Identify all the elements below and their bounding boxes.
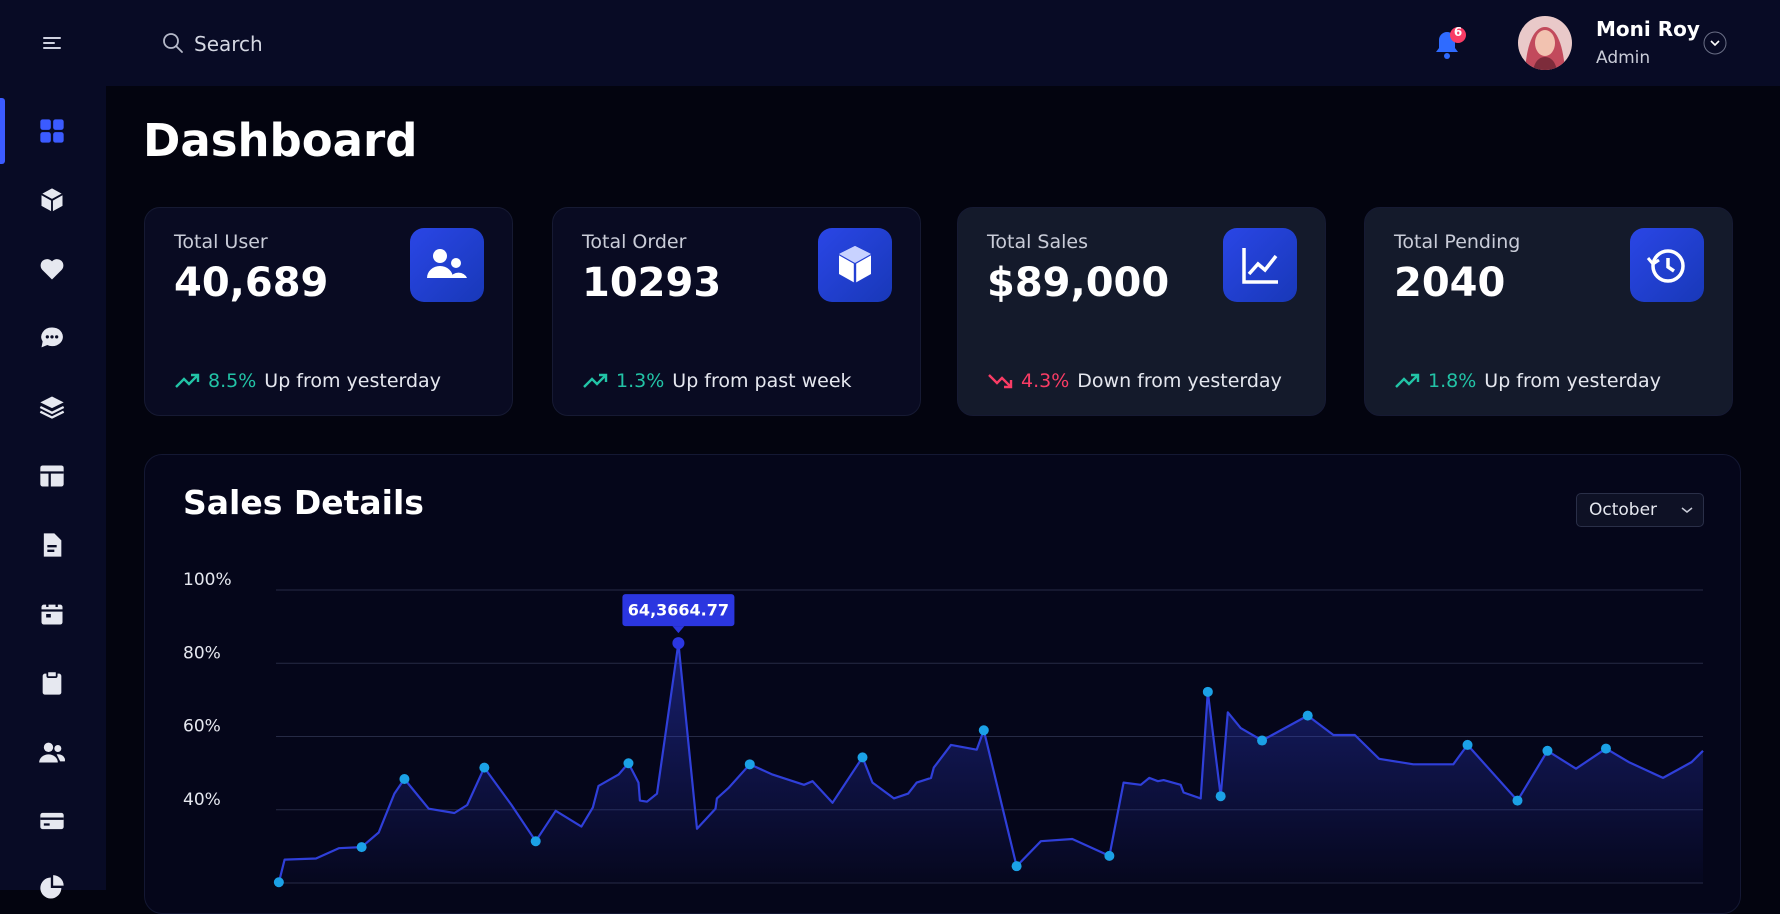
user-role: Admin [1596,48,1651,68]
card-value: $89,000 [987,260,1170,306]
search-input[interactable]: Search [194,32,263,56]
stat-card: Total Pending 2040 1.8% Up from yesterday [1364,207,1733,416]
month-select[interactable]: October [1576,493,1704,527]
top-bar: Search 6 Moni Roy Admin [106,0,1780,86]
card-icon [1630,228,1704,302]
notification-badge: 6 [1453,25,1463,39]
card-note: Up from past week [672,370,852,392]
search-icon [163,33,183,53]
card-note: Up from yesterday [1484,370,1661,392]
card-change: 1.8% [1428,370,1477,392]
trend-icon [175,373,200,388]
card-value: 10293 [582,260,722,306]
card-title: Total Pending [1394,231,1521,253]
card-note: Up from yesterday [264,370,441,392]
card-footer: 1.3% Up from past week [582,369,852,393]
card-title: Total User [174,231,268,253]
trend-icon [583,373,608,388]
card-footer: 1.8% Up from yesterday [1394,369,1661,393]
card-change: 1.3% [616,370,665,392]
nav-pricing[interactable] [38,462,66,490]
menu-toggle[interactable] [42,34,64,52]
card-change: 4.3% [1021,370,1070,392]
month-select-label: October [1589,500,1658,520]
nav-favorites[interactable] [38,255,66,283]
card-value: 2040 [1394,260,1506,306]
nav-inbox[interactable] [38,324,66,352]
notification-bell[interactable] [1432,26,1466,62]
card-icon [1223,228,1297,302]
user-name: Moni Roy [1596,17,1700,41]
sidebar [0,0,106,899]
nav-invoice[interactable] [38,807,66,835]
nav-dashboard[interactable] [38,117,66,145]
user-avatar[interactable] [1517,15,1573,71]
card-icon [410,228,484,302]
nav-products[interactable] [38,186,66,214]
panel-title: Sales Details [183,483,424,522]
card-change: 8.5% [208,370,257,392]
card-note: Down from yesterday [1077,370,1282,392]
trend-icon [988,374,1013,389]
stat-card: Total Order 10293 1.3% Up from past week [552,207,921,416]
card-title: Total Sales [987,231,1088,253]
stat-card: Total Sales $89,000 4.3% Down from yesterda… [957,207,1326,416]
nav-charts[interactable] [38,874,66,902]
page-title: Dashboard [143,114,418,167]
card-footer: 4.3% Down from yesterday [987,369,1282,393]
stat-card: Total User 40,689 8.5% Up from yesterday [144,207,513,416]
nav-stock[interactable] [38,393,66,421]
select-chevron [1681,507,1693,513]
trend-icon [1395,373,1420,388]
nav-contacts[interactable] [38,738,66,766]
nav-documents[interactable] [38,531,66,559]
sales-panel: Sales Details October [144,454,1741,914]
active-indicator [0,98,5,164]
card-icon [818,228,892,302]
user-menu-toggle[interactable] [1703,31,1727,55]
card-title: Total Order [582,231,687,253]
card-value: 40,689 [174,260,329,306]
nav-todo[interactable] [38,669,66,697]
card-footer: 8.5% Up from yesterday [174,369,441,393]
nav-calendar[interactable] [38,600,66,628]
